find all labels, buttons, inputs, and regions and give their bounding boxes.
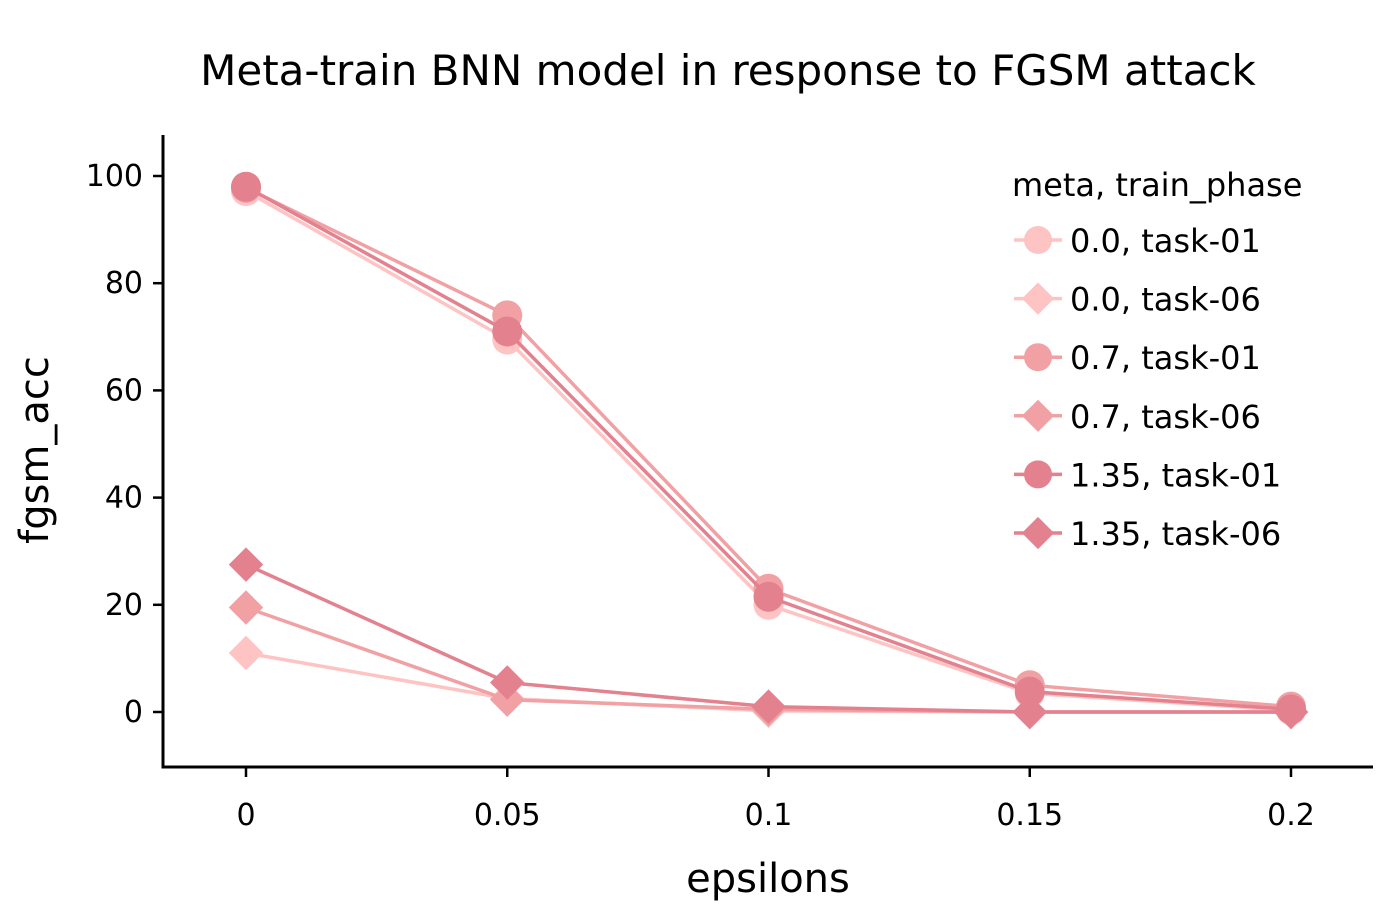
data-point xyxy=(753,581,784,612)
legend: meta, train_phase 0.0, task-01 0.0, task-… xyxy=(1012,166,1302,553)
legend-item: 0.7, task-06 xyxy=(1014,398,1261,436)
legend-item: 0.0, task-06 xyxy=(1014,281,1261,319)
data-point xyxy=(751,689,786,724)
x-ticks: 0 0.05 0.1 0.15 0.2 xyxy=(236,767,1315,833)
legend-swatch-marker xyxy=(1024,226,1052,254)
legend-item: 1.35, task-01 xyxy=(1014,456,1281,494)
series-line xyxy=(245,189,1292,713)
y-ticks: 0 20 40 60 80 100 xyxy=(86,159,163,730)
y-tick-label: 80 xyxy=(105,266,143,301)
legend-item: 0.7, task-01 xyxy=(1014,339,1261,377)
y-tick-label: 40 xyxy=(105,481,143,516)
data-point xyxy=(1014,676,1045,707)
x-tick-label: 0 xyxy=(236,798,255,833)
y-tick-label: 60 xyxy=(105,373,143,408)
legend-label: 0.7, task-06 xyxy=(1070,398,1261,436)
data-point xyxy=(1012,694,1047,730)
series-5 xyxy=(228,547,1309,730)
legend-swatch-marker xyxy=(1024,460,1052,489)
data-point xyxy=(228,590,264,625)
data-point xyxy=(228,635,264,671)
data-point xyxy=(1273,694,1309,730)
data-point xyxy=(231,171,261,202)
legend-item: 0.0, task-01 xyxy=(1014,222,1261,260)
legend-item: 1.35, task-06 xyxy=(1014,515,1281,553)
legend-swatch-marker xyxy=(1021,516,1055,550)
y-axis-title: fgsm_acc xyxy=(12,356,58,544)
legend-swatch-marker xyxy=(1024,343,1052,372)
series-line xyxy=(245,186,1292,709)
x-axis-title: epsilons xyxy=(686,856,850,902)
data-point xyxy=(228,547,264,582)
plot-area xyxy=(228,171,1309,730)
y-tick-label: 20 xyxy=(105,588,143,623)
legend-label: 0.0, task-06 xyxy=(1070,281,1261,319)
legend-label: 1.35, task-01 xyxy=(1070,456,1281,494)
y-tick-label: 0 xyxy=(124,695,143,730)
legend-title: meta, train_phase xyxy=(1012,166,1302,204)
x-tick-label: 0.2 xyxy=(1267,798,1315,833)
data-point xyxy=(492,316,523,347)
legend-swatch-marker xyxy=(1021,399,1055,432)
x-tick-label: 0.15 xyxy=(996,798,1063,833)
x-tick-label: 0.1 xyxy=(745,798,793,833)
data-point xyxy=(490,665,525,700)
legend-label: 0.7, task-01 xyxy=(1070,339,1261,377)
legend-swatch-marker xyxy=(1021,282,1055,315)
legend-label: 0.0, task-01 xyxy=(1070,222,1261,260)
legend-label: 1.35, task-06 xyxy=(1070,515,1281,553)
chart-title: Meta-train BNN model in response to FGSM… xyxy=(200,46,1256,95)
x-tick-label: 0.05 xyxy=(474,798,541,833)
y-tick-label: 100 xyxy=(86,159,143,194)
